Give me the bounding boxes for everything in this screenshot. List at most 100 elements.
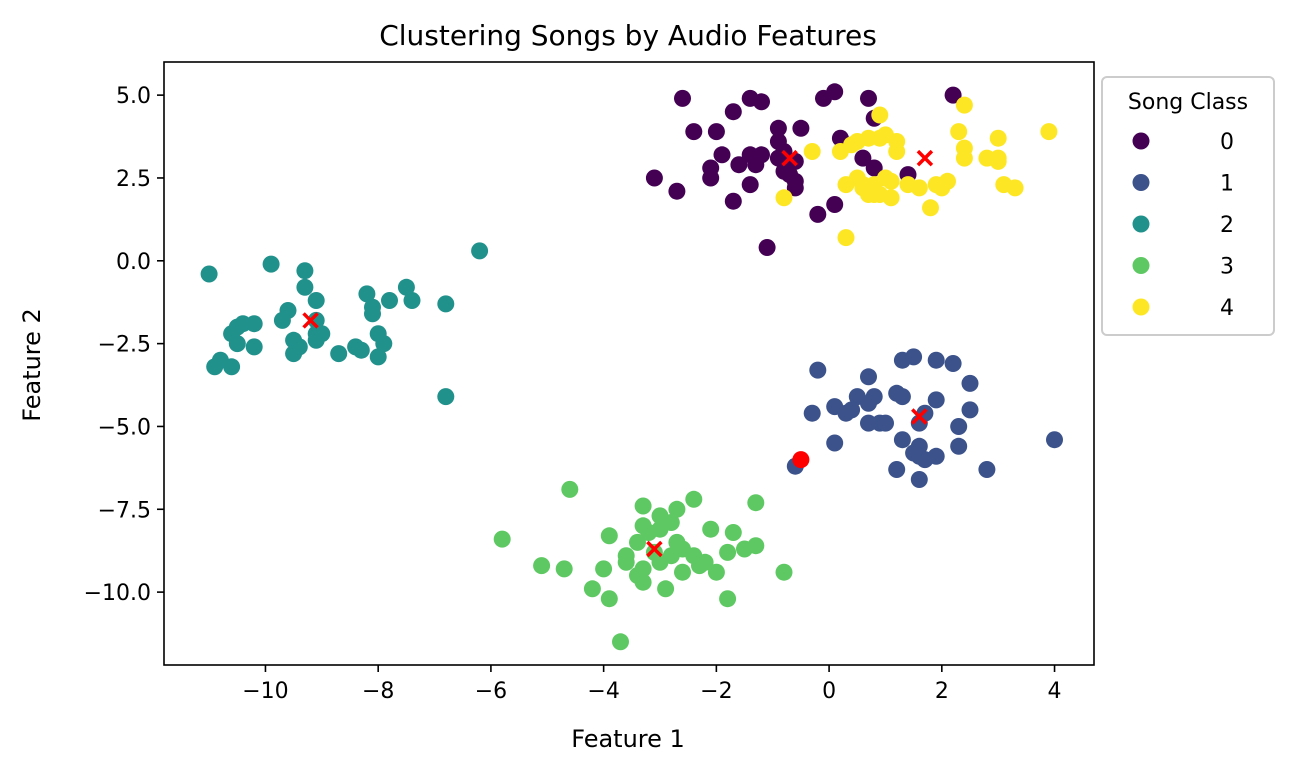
data-point [296,278,314,296]
data-point [645,169,663,187]
data-point [657,580,675,598]
data-point [944,355,962,372]
data-point [724,103,742,121]
legend-label: 2 [1220,213,1234,238]
data-point [296,262,314,280]
data-point [358,285,376,303]
data-point [837,176,855,194]
y-tick-label: −2.5 [98,333,151,358]
y-tick-label: −10.0 [84,581,151,606]
data-point [668,182,686,200]
centroid-marker [911,408,928,425]
data-point [893,388,911,406]
centroid-stroke [911,408,928,425]
data-point [978,461,996,478]
data-point [583,580,601,598]
legend-frame [1101,76,1275,336]
legend-marker [1132,257,1150,274]
series-0 [645,83,962,256]
data-point [685,123,703,141]
x-tick-label: −10 [242,679,288,704]
centroid-stroke [302,312,319,329]
data-point [826,196,844,213]
y-tick-label: −7.5 [98,498,151,523]
data-point [634,573,652,591]
data-point [691,557,708,575]
data-point [595,560,613,578]
y-tick-label: 5.0 [116,84,151,109]
data-point [950,123,968,141]
data-point [944,86,962,104]
data-point [792,119,810,137]
data-point [223,358,241,376]
data-point [724,524,742,541]
data-point [860,394,877,412]
data-point [617,553,635,571]
x-tick-label: −6 [475,679,507,704]
data-point [955,149,973,167]
data-point [600,527,618,545]
data-point [651,520,669,538]
data-point [493,530,511,548]
data-point [352,341,370,359]
data-point [747,494,765,512]
data-point [877,414,894,432]
data-point [707,563,725,581]
data-point [730,156,748,174]
y-axis: 5.0 2.5 0.0 −2.5 −5.0 −7.5 −10.0 [84,84,164,606]
data-point [674,89,691,107]
y-tick-label: −5.0 [98,415,151,440]
data-point [206,358,224,376]
data-point [685,490,703,508]
data-point [561,480,579,498]
data-point [893,431,911,449]
data-point [871,106,889,124]
data-point [707,123,725,141]
data-point [381,292,398,309]
legend-label: 3 [1220,255,1234,280]
data-point [713,146,731,164]
data-point [600,590,618,608]
data-point [228,335,246,353]
legend-label: 0 [1220,130,1234,155]
chart-title: Clustering Songs by Audio Features [379,19,877,52]
data-point [307,292,325,309]
data-point [724,192,742,210]
data-point [950,437,968,455]
data-point [1006,179,1024,197]
data-point [364,305,381,323]
x-tick-label: −4 [587,679,619,704]
data-point [668,500,686,518]
legend-title: Song Class [1128,90,1248,115]
legend-marker [1132,215,1150,233]
data-point [775,189,793,207]
data-point [882,172,900,190]
x-tick-label: −8 [362,679,394,704]
data-point [837,229,855,247]
centroid-marker [916,149,934,167]
data-point [307,311,325,329]
centroid-stroke [781,149,798,167]
plot-frame [163,61,1095,666]
x-tick-label: −2 [700,679,732,704]
data-point [437,388,455,406]
data-point [262,255,280,273]
data-point [905,444,923,462]
data-point [533,557,551,575]
data-point [922,199,939,217]
data-point [961,374,979,392]
data-point [629,533,646,551]
data-point [803,404,821,422]
centroids [302,149,934,558]
data-point [888,461,906,478]
data-point [674,563,691,581]
data-point [702,169,720,187]
data-point [437,295,455,313]
data-point [910,471,928,488]
data-point [634,497,652,515]
data-point [843,401,861,419]
data-point [555,560,573,578]
data-point [910,179,928,197]
data-point [860,368,877,386]
y-axis-label: Feature 2 [18,308,46,422]
